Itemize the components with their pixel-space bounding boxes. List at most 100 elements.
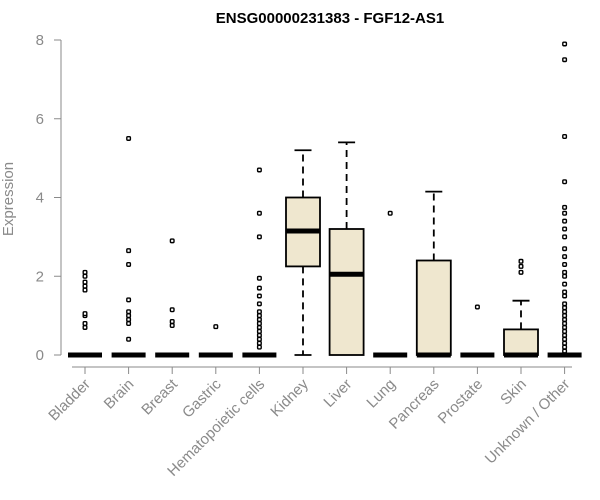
outlier-point [82, 311, 88, 317]
outlier-point [126, 297, 132, 303]
x-tick-label: Skin [497, 376, 530, 409]
outlier-point [387, 210, 393, 216]
x-tick-label: Kidney [267, 375, 312, 420]
outlier-point [562, 340, 568, 346]
outlier-point [562, 289, 568, 295]
outlier-point [562, 218, 568, 224]
outlier-point [562, 301, 568, 307]
box-group [503, 258, 539, 358]
outlier-point [256, 313, 262, 319]
outlier-point [562, 57, 568, 63]
outlier-point [126, 261, 132, 267]
outlier-point [562, 210, 568, 216]
outlier-point [126, 313, 132, 319]
outlier-point [82, 269, 88, 275]
y-axis-ticks: 0 2 4 6 8 [36, 32, 61, 364]
x-tick-label: Breast [138, 375, 181, 418]
outlier-point [126, 317, 132, 323]
outlier-point [213, 324, 219, 330]
box-group [155, 238, 190, 358]
outlier-point [256, 324, 262, 330]
outlier-point [82, 283, 88, 289]
outlier-point [169, 319, 175, 325]
outlier-point [562, 293, 568, 299]
outlier-point [562, 321, 568, 327]
y-tick-label: 4 [36, 190, 44, 207]
y-axis-label: Expression [0, 162, 17, 236]
outlier-point [256, 234, 262, 240]
outlier-point [126, 321, 132, 327]
chart-title: ENSG00000231383 - FGF12-AS1 [216, 10, 444, 27]
box-group [547, 41, 582, 358]
outlier-point [126, 336, 132, 342]
outlier-point [562, 324, 568, 330]
x-tick-label: Lung [363, 376, 399, 412]
outlier-point [256, 301, 262, 307]
y-tick-label: 0 [36, 347, 44, 364]
outlier-point [82, 287, 88, 293]
x-tick-label: Brain [101, 376, 138, 413]
x-tick-label: Prostate [435, 376, 487, 428]
outlier-point [256, 317, 262, 323]
outlier-point [256, 336, 262, 342]
outlier-point [256, 321, 262, 327]
box-iqr [328, 228, 365, 356]
outlier-point [474, 304, 480, 310]
box-group [415, 190, 452, 358]
outlier-point [82, 273, 88, 279]
outlier-point [169, 238, 175, 244]
outlier-point [562, 254, 568, 260]
outlier-point [562, 273, 568, 279]
outlier-point [562, 246, 568, 252]
outlier-point [82, 324, 88, 330]
outlier-point [126, 248, 132, 254]
outlier-point [169, 307, 175, 313]
outlier-point [256, 293, 262, 299]
box-group [198, 324, 233, 358]
outlier-point [562, 344, 568, 350]
outlier-point [256, 340, 262, 346]
outlier-point [256, 285, 262, 291]
outlier-point [562, 317, 568, 323]
outlier-point [562, 133, 568, 139]
outlier-point [126, 309, 132, 315]
outlier-point [256, 167, 262, 173]
outlier-point [562, 332, 568, 338]
box-group [242, 167, 277, 358]
outlier-point [562, 348, 568, 354]
outlier-point [562, 309, 568, 315]
y-tick-label: 2 [36, 268, 44, 285]
outlier-point [562, 41, 568, 47]
outlier-point [562, 336, 568, 342]
outlier-point [562, 234, 568, 240]
outlier-point [562, 204, 568, 210]
outlier-point [256, 328, 262, 334]
outlier-point [562, 281, 568, 287]
box-group [460, 304, 495, 358]
box-iqr [503, 328, 539, 356]
outlier-point [256, 332, 262, 338]
outlier-point [562, 261, 568, 267]
outlier-point [518, 258, 524, 264]
outlier-point [256, 275, 262, 281]
outlier-point [256, 309, 262, 315]
outlier-point [562, 179, 568, 185]
x-tick-label: Liver [320, 376, 355, 411]
outlier-point [82, 279, 88, 285]
outlier-point [126, 135, 132, 141]
outlier-point [562, 305, 568, 311]
outlier-point [169, 322, 175, 328]
outlier-point [562, 226, 568, 232]
y-tick-label: 8 [36, 32, 44, 49]
outlier-point [562, 269, 568, 275]
outlier-point [256, 210, 262, 216]
boxplot-series [68, 41, 582, 358]
outlier-point [518, 263, 524, 269]
outlier-point [562, 313, 568, 319]
outlier-point [82, 321, 88, 327]
box-group [68, 269, 102, 358]
outlier-point [562, 328, 568, 334]
box-group [373, 210, 408, 358]
box-group [328, 141, 365, 356]
